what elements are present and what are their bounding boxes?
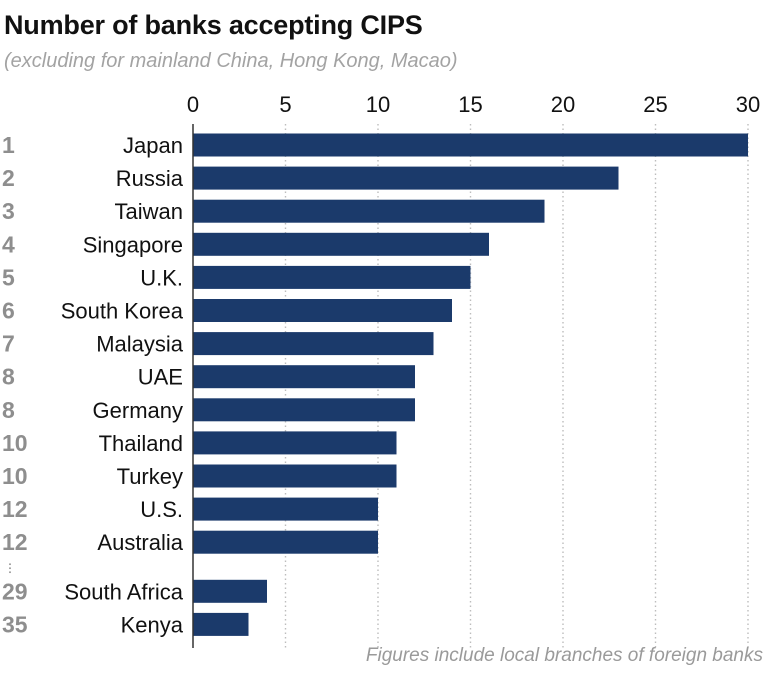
category-label: Germany [93,398,183,423]
rank-label: 8 [2,364,15,390]
chart-subtitle: (excluding for mainland China, Hong Kong… [4,50,458,72]
category-label: Taiwan [115,199,183,224]
bar [193,530,378,554]
x-tick-label: 20 [551,92,575,117]
rank-label: 35 [2,611,28,637]
rank-label: 7 [2,331,15,357]
x-tick-label: 15 [458,92,482,117]
rank-label: 12 [2,496,28,522]
footnote: Figures include local branches of foreig… [365,645,763,666]
category-label: Turkey [117,464,183,489]
bar [193,166,619,190]
bar [193,398,415,422]
bar [193,431,397,455]
bar [193,133,748,157]
rank-label: 6 [2,298,15,324]
rank-label: 4 [2,231,15,257]
x-tick-label: 5 [279,92,291,117]
category-label: Singapore [83,232,183,257]
rank-label: 5 [2,264,15,290]
category-label: UAE [138,365,183,390]
rank-label: 10 [2,430,28,456]
rank-label: 2 [2,165,15,191]
bar [193,299,452,322]
category-label: Russia [116,166,184,191]
bar [193,464,397,488]
rank-label: 1 [2,132,15,158]
rank-label: 12 [2,529,28,555]
category-label: Australia [97,530,183,555]
category-label: Malaysia [96,332,184,357]
bar [193,199,545,223]
category-label: Kenya [121,612,184,637]
x-tick-label: 10 [366,92,390,117]
category-label: Japan [123,133,183,158]
category-label: South Korea [61,299,184,324]
x-tick-label: 25 [643,92,667,117]
x-tick-label: 30 [736,92,760,117]
category-label: Thailand [99,431,183,456]
bar [193,332,434,356]
category-label: U.S. [140,497,183,522]
ellipsis-dot [9,571,11,574]
ellipsis-dot [9,563,11,566]
bar [193,265,471,289]
bar [193,497,378,521]
bar [193,365,415,389]
bar [193,579,267,603]
bar [193,612,249,636]
rank-label: 8 [2,397,15,423]
ellipsis-dot [9,567,11,570]
rank-label: 10 [2,463,28,489]
rank-label: 29 [2,578,28,604]
bar [193,232,489,256]
chart-title: Number of banks accepting CIPS [4,10,423,40]
x-tick-label: 0 [187,92,199,117]
rank-label: 3 [2,198,15,224]
category-label: South Africa [64,579,183,604]
category-label: U.K. [140,265,183,290]
